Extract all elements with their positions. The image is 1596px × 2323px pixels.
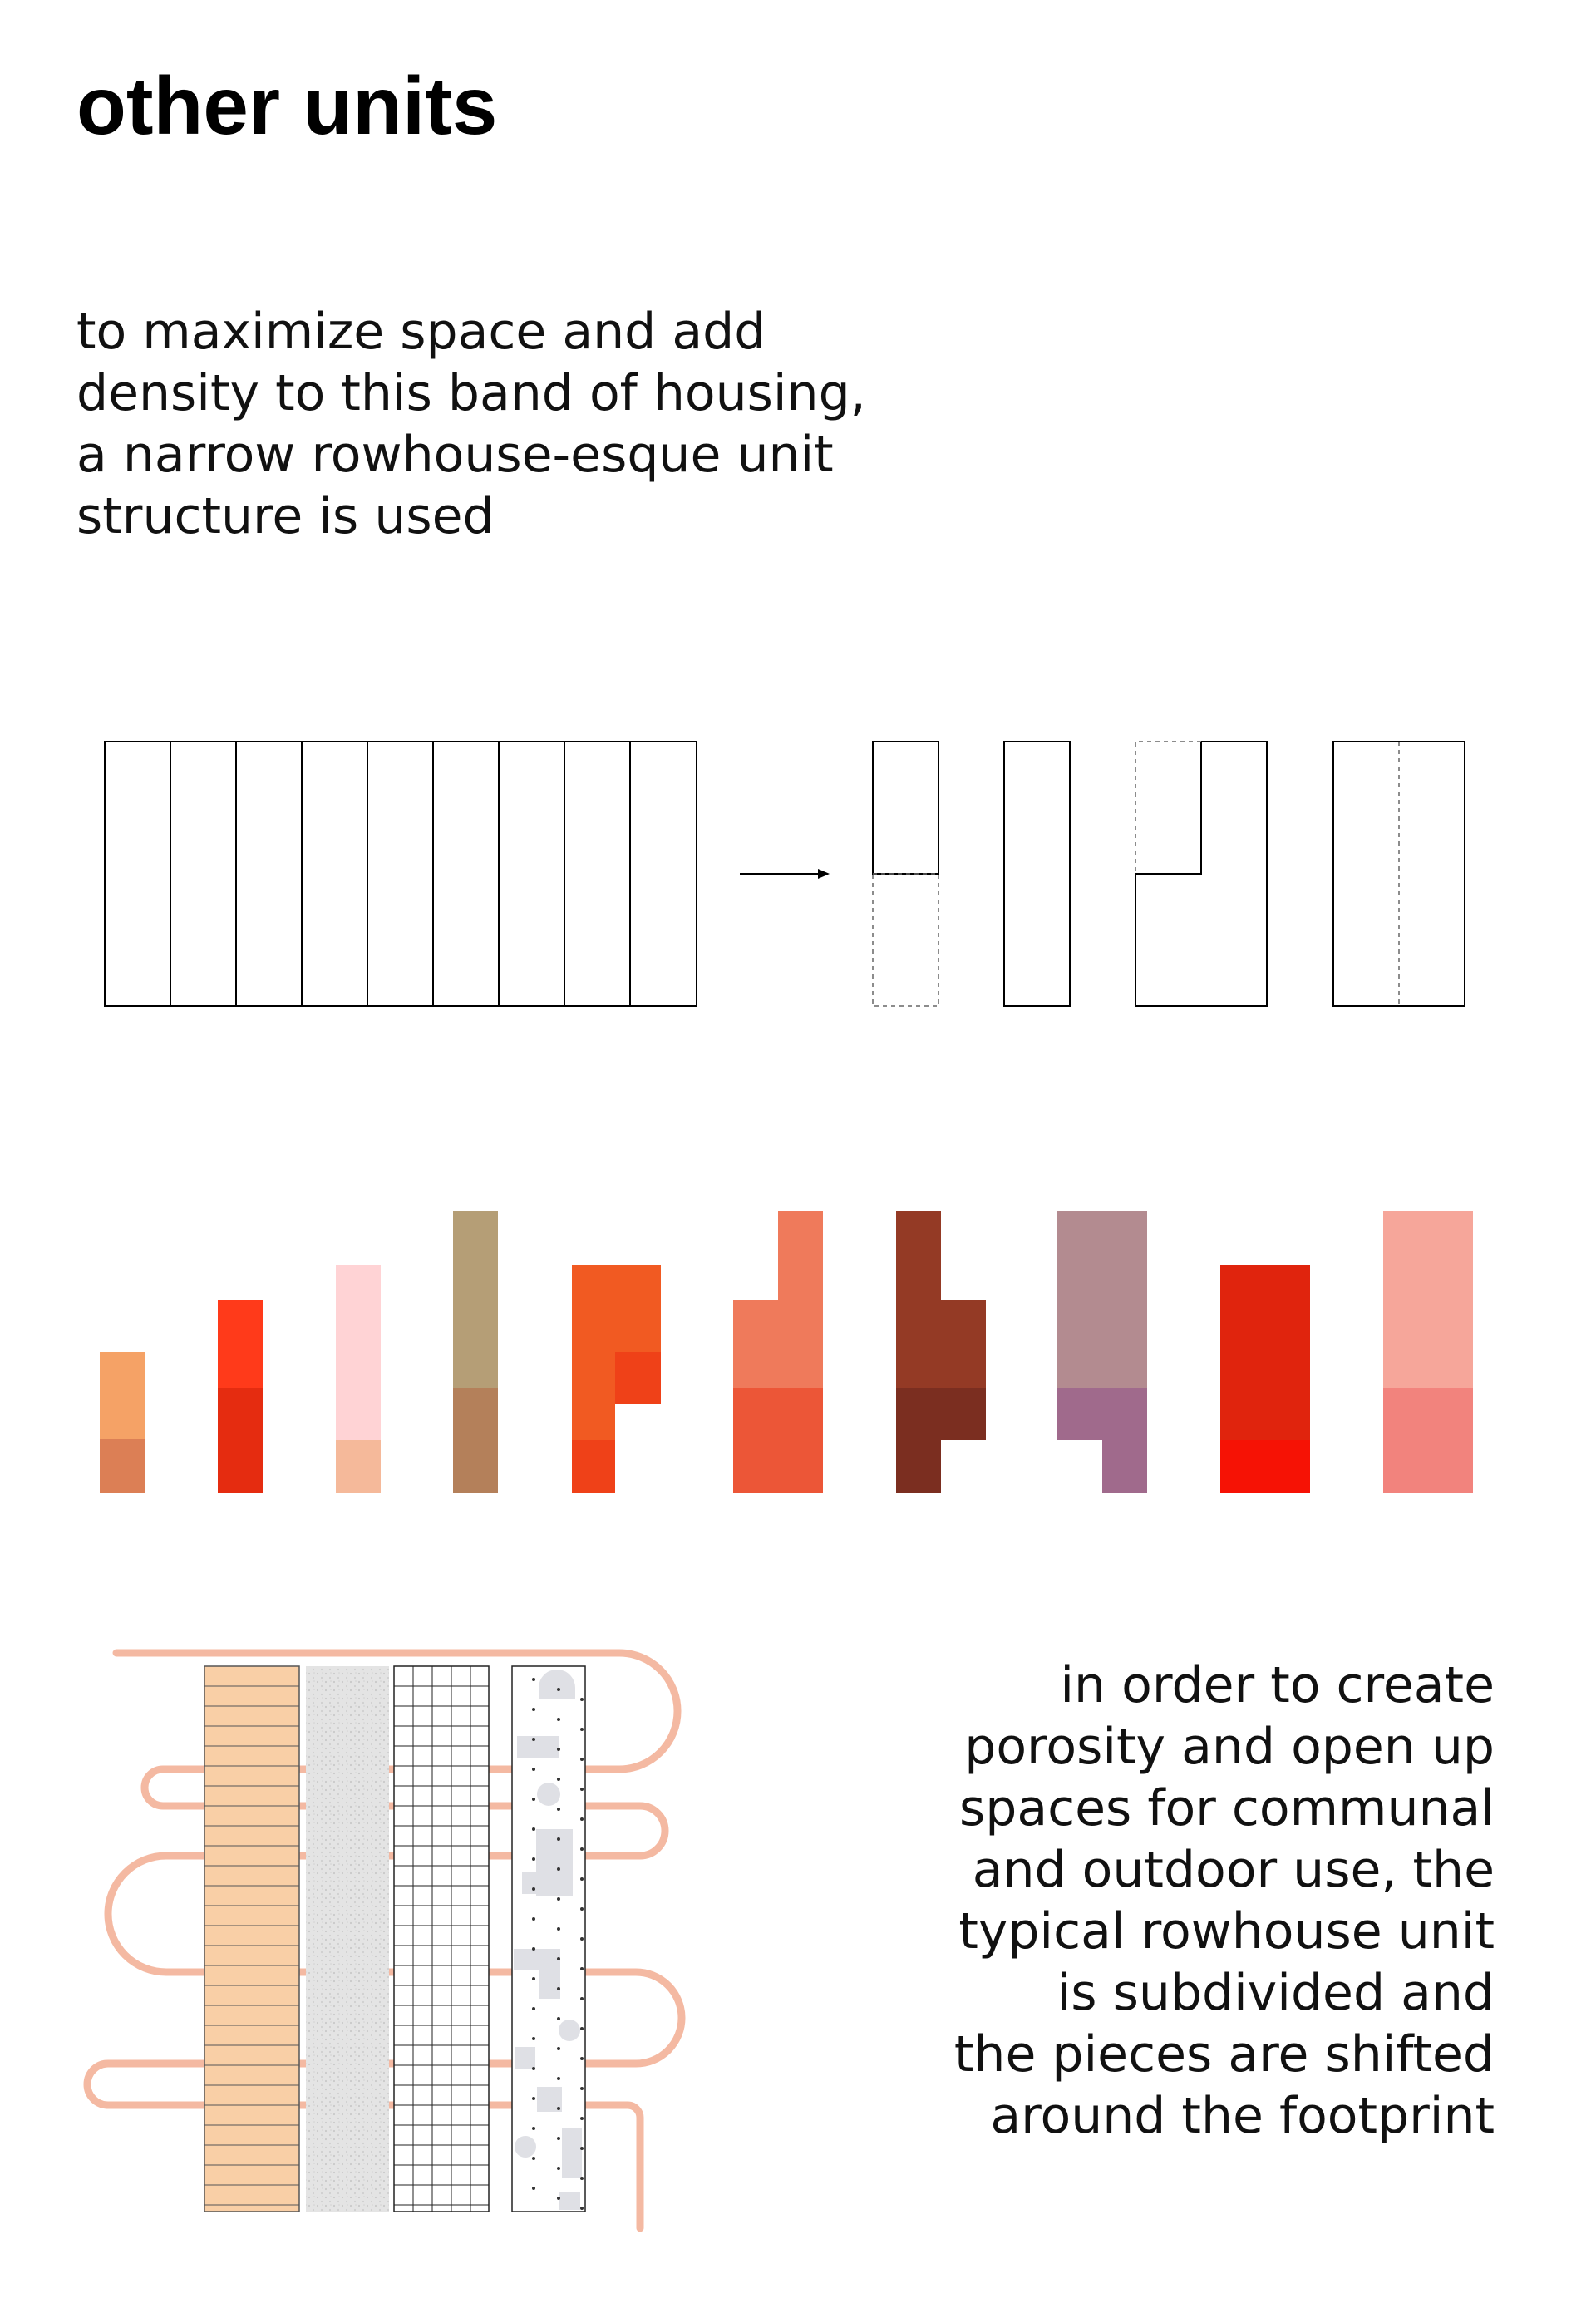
unit-type-block (1220, 1265, 1310, 1440)
unit-type-block (1220, 1440, 1310, 1493)
unit-type-block (1057, 1211, 1147, 1388)
unit-strip (204, 1665, 300, 2212)
unit-type-block (572, 1440, 615, 1493)
unit-type-block (896, 1211, 986, 1388)
unit-type-block (453, 1388, 498, 1493)
intro-line: structure is used (76, 487, 495, 545)
side-line: is subdivided and (1057, 1964, 1495, 2022)
side-line: and outdoor use, the (972, 1841, 1495, 1899)
intro-line: a narrow rowhouse-esque unit (76, 426, 834, 484)
unit-type-block (336, 1440, 381, 1493)
side-line: typical rowhouse unit (958, 1902, 1495, 1960)
unit-type-block (218, 1388, 263, 1493)
unit-type-block (1057, 1388, 1147, 1493)
unit-variant-l-shape (1135, 741, 1268, 1007)
unit-type-block (100, 1352, 145, 1439)
site-diagram (83, 1649, 686, 2232)
unit-type-block (1383, 1211, 1473, 1388)
side-line: in order to create (1060, 1656, 1495, 1714)
intro-line: to maximize space and add (76, 303, 766, 361)
intro-line: density to this band of housing, (76, 364, 866, 422)
unit-type-block (896, 1388, 986, 1493)
unit-type-block (100, 1439, 145, 1493)
side-paragraph: in order to create porosity and open up … (896, 1655, 1495, 2147)
unit-type-block (572, 1265, 661, 1440)
grid-strip (393, 1665, 490, 2212)
side-line: spaces for communal (958, 1779, 1495, 1837)
unit-variant-double (1332, 741, 1465, 1007)
unit-type-block (615, 1352, 661, 1404)
unit-type-block (453, 1211, 498, 1388)
unit-type-block (1383, 1388, 1473, 1493)
side-line: the pieces are shifted (953, 2025, 1495, 2084)
unit-type-block (733, 1388, 823, 1493)
unit-type-row (100, 1211, 1473, 1493)
rowhouse-band (104, 741, 697, 1007)
arrow-icon (740, 869, 830, 879)
page-title: other units (76, 60, 498, 151)
unit-variant-half (872, 741, 939, 1007)
unit-type-block (218, 1300, 263, 1388)
unit-type-block (336, 1265, 381, 1440)
side-line: around the footprint (990, 2087, 1495, 2145)
side-line: porosity and open up (964, 1718, 1495, 1776)
circulation-path (83, 1649, 686, 2232)
courtyard-strip (306, 1666, 389, 2212)
unit-type-block (733, 1211, 823, 1388)
garden-strip (511, 1665, 586, 2212)
intro-paragraph: to maximize space and add density to thi… (76, 301, 908, 547)
unit-variant-full (1003, 741, 1071, 1007)
